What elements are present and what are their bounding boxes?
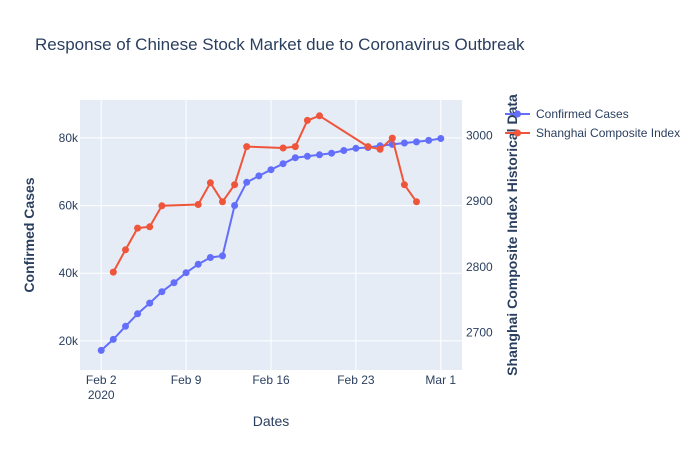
legend-label-shanghai-composite-index: Shanghai Composite Index: [536, 126, 680, 140]
data-point-confirmed-cases: [182, 269, 190, 277]
x-tick-label: Mar 1: [425, 373, 456, 387]
data-point-confirmed-cases: [109, 335, 117, 343]
right-y-axis-title: Shanghai Composite Index Historical Data: [504, 94, 520, 376]
right-y-tick-label: 2800: [466, 260, 493, 274]
data-point-confirmed-cases: [291, 154, 299, 162]
data-point-confirmed-cases: [316, 151, 323, 159]
legend-label-confirmed-cases: Confirmed Cases: [536, 107, 629, 121]
data-point-confirmed-cases: [194, 260, 202, 268]
x-tick-label: Feb 16: [252, 373, 290, 387]
data-point-confirmed-cases: [97, 346, 105, 354]
series-layer: [97, 112, 445, 354]
data-point-confirmed-cases: [267, 166, 275, 174]
left-y-axis-title: Confirmed Cases: [21, 177, 37, 292]
data-point-shanghai-composite-index: [109, 268, 117, 276]
data-point-shanghai-composite-index: [303, 116, 311, 124]
data-point-shanghai-composite-index: [231, 181, 239, 189]
data-point-shanghai-composite-index: [376, 145, 384, 153]
x-tick-label: Feb 9: [171, 373, 202, 387]
x-tick-label: Feb 23: [337, 373, 375, 387]
data-point-shanghai-composite-index: [122, 246, 129, 254]
data-point-shanghai-composite-index: [291, 143, 299, 151]
legend-marker-shanghai-composite-index: [514, 129, 521, 137]
data-point-shanghai-composite-index: [194, 201, 202, 208]
legend-item-confirmed-cases[interactable]: Confirmed Cases: [505, 107, 629, 121]
data-point-confirmed-cases: [279, 160, 287, 168]
data-point-shanghai-composite-index: [158, 202, 166, 210]
legend[interactable]: Confirmed Cases Shanghai Composite Index: [505, 107, 680, 140]
data-point-confirmed-cases: [134, 310, 142, 318]
data-point-shanghai-composite-index: [364, 143, 372, 151]
right-y-tick-label: 2900: [466, 194, 493, 208]
data-point-confirmed-cases: [413, 138, 420, 146]
data-point-shanghai-composite-index: [279, 144, 287, 152]
left-y-tick-label: 20k: [59, 334, 79, 348]
data-point-shanghai-composite-index: [243, 143, 251, 151]
data-point-confirmed-cases: [206, 254, 214, 261]
data-point-confirmed-cases: [255, 172, 263, 180]
data-point-confirmed-cases: [303, 152, 311, 160]
right-y-tick-label: 2700: [466, 326, 493, 340]
x-tick-label: Feb 2: [86, 373, 117, 387]
x-tick-year-label: 2020: [88, 388, 115, 402]
data-point-confirmed-cases: [400, 139, 408, 147]
data-point-confirmed-cases: [146, 299, 154, 307]
data-point-confirmed-cases: [219, 252, 226, 260]
data-point-confirmed-cases: [328, 149, 336, 157]
data-point-shanghai-composite-index: [413, 198, 420, 206]
data-point-shanghai-composite-index: [388, 134, 396, 142]
data-point-confirmed-cases: [158, 288, 166, 296]
data-point-confirmed-cases: [243, 178, 251, 186]
data-point-shanghai-composite-index: [219, 198, 226, 206]
legend-marker-confirmed-cases: [514, 110, 521, 118]
left-y-tick-label: 80k: [59, 131, 79, 145]
data-point-confirmed-cases: [352, 144, 360, 152]
data-point-shanghai-composite-index: [146, 223, 154, 231]
data-point-confirmed-cases: [437, 135, 445, 142]
left-y-tick-label: 40k: [59, 266, 79, 280]
data-point-shanghai-composite-index: [134, 224, 142, 232]
legend-item-shanghai-composite-index[interactable]: Shanghai Composite Index: [505, 126, 680, 140]
data-point-shanghai-composite-index: [400, 181, 408, 189]
data-point-shanghai-composite-index: [206, 179, 214, 187]
right-y-tick-label: 3000: [466, 128, 493, 142]
left-y-tick-label: 60k: [59, 199, 79, 213]
grid-layer: [80, 100, 462, 370]
data-point-confirmed-cases: [425, 136, 433, 144]
data-point-confirmed-cases: [340, 147, 348, 154]
data-point-confirmed-cases: [170, 279, 178, 287]
data-point-shanghai-composite-index: [316, 112, 323, 120]
data-point-confirmed-cases: [122, 322, 129, 330]
x-axis-title: Dates: [253, 413, 290, 429]
chart-title: Response of Chinese Stock Market due to …: [35, 35, 525, 54]
data-point-confirmed-cases: [231, 202, 239, 209]
